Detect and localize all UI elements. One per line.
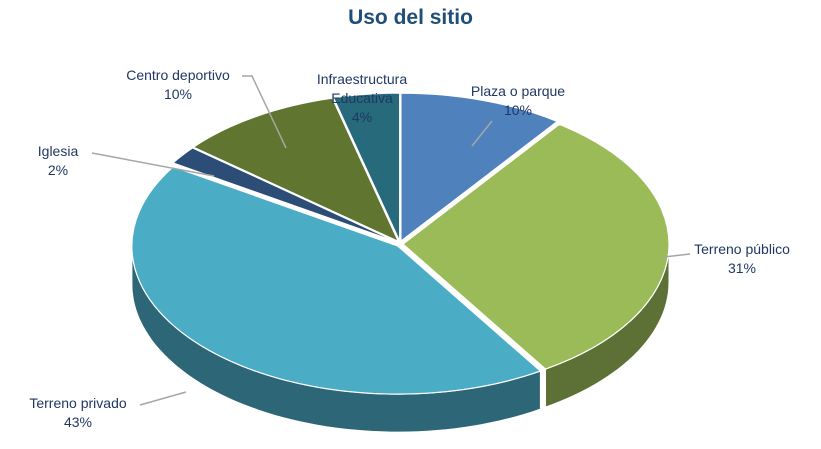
- pie-slice: [192, 97, 400, 243]
- data-label: Iglesia 2%: [18, 142, 98, 180]
- label-name: Terreno privado: [29, 395, 127, 411]
- leader-line: [663, 253, 691, 258]
- label-name: Terreno público: [694, 241, 790, 257]
- pie-slice: [402, 123, 670, 370]
- label-value: 10%: [503, 102, 533, 118]
- leader-line: [91, 152, 215, 177]
- pie-slice: [332, 92, 401, 242]
- chart-title: Uso del sitio: [348, 6, 473, 29]
- data-label: Terreno privado 43%: [3, 394, 153, 432]
- leader-line: [139, 391, 187, 406]
- data-label: Terreno público 31%: [667, 240, 817, 278]
- label-name: Infraestructura Educativa: [316, 71, 408, 106]
- data-label: Plaza o parque 10%: [448, 82, 588, 120]
- leader-line: [471, 120, 493, 147]
- label-name: Plaza o parque: [470, 83, 566, 99]
- pie-slice: [400, 92, 559, 243]
- pie-slice: [171, 147, 398, 243]
- label-value: 31%: [727, 260, 757, 276]
- label-name: Centro deportivo: [126, 67, 230, 83]
- label-value: 10%: [163, 86, 193, 102]
- data-label: Infraestructura Educativa 4%: [302, 70, 422, 127]
- leader-line: [242, 75, 287, 149]
- pie-slice: [131, 166, 542, 395]
- label-value: 43%: [63, 414, 93, 430]
- data-label: Centro deportivo 10%: [103, 66, 253, 104]
- label-value: 2%: [47, 162, 69, 178]
- label-name: Iglesia: [37, 143, 79, 159]
- label-value: 4%: [351, 109, 373, 125]
